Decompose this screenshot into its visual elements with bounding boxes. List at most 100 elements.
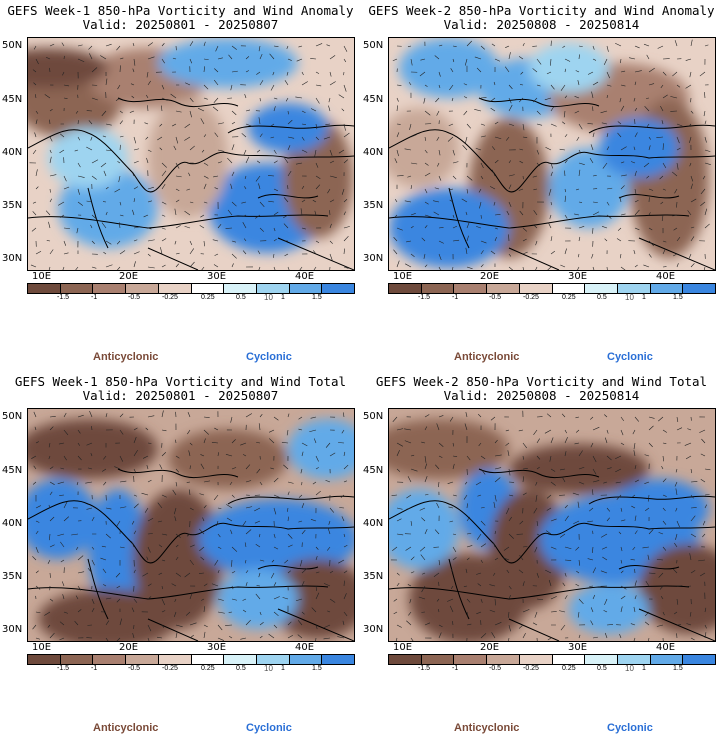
wind-arrow xyxy=(587,123,594,125)
wind-arrow xyxy=(161,97,168,101)
wind-arrow xyxy=(423,97,426,104)
wind-arrow xyxy=(256,149,261,153)
wind-arrow xyxy=(256,585,261,587)
wind-arrow xyxy=(49,174,57,177)
wind-arrow xyxy=(393,236,398,242)
wind-arrow xyxy=(301,451,304,457)
panel-title: GEFS Week-2 850-hPa Vorticity and Wind A… xyxy=(368,3,715,18)
wind-arrow xyxy=(550,58,552,66)
wind-arrow xyxy=(592,489,594,496)
vorticity-map xyxy=(388,408,716,642)
wind-arrow xyxy=(606,94,608,99)
wind-arrow xyxy=(578,169,581,177)
wind-arrow xyxy=(452,58,455,63)
wind-arrow xyxy=(410,468,418,472)
wind-arrow xyxy=(644,621,650,626)
wind-arrow xyxy=(325,123,331,125)
wind-arrow xyxy=(117,84,121,90)
lat-label: 50N xyxy=(2,40,23,51)
wind-arrow xyxy=(226,504,233,509)
lat-label: 35N xyxy=(2,200,23,211)
colorbar-segment xyxy=(519,655,553,664)
wind-arrow xyxy=(463,110,468,116)
wind-arrow xyxy=(532,68,538,73)
map-canvas xyxy=(28,38,354,270)
wind-arrow xyxy=(548,222,552,229)
wind-arrow xyxy=(259,533,261,538)
lat-label: 50N xyxy=(2,411,23,422)
wind-arrow xyxy=(61,581,65,587)
wind-arrow xyxy=(606,146,610,151)
wind-arrow xyxy=(438,559,441,566)
wind-arrow xyxy=(435,97,440,103)
wind-arrow xyxy=(259,611,262,616)
wind-arrow xyxy=(189,97,194,103)
wind-arrow xyxy=(245,56,250,60)
wind-arrow xyxy=(189,248,195,255)
wind-arrow xyxy=(578,226,585,229)
wind-arrow xyxy=(297,620,303,626)
wind-arrow xyxy=(342,412,345,418)
wind-arrow xyxy=(133,436,137,444)
wind-arrow xyxy=(578,54,580,60)
wind-arrow xyxy=(259,559,265,562)
wind-arrow xyxy=(91,240,95,244)
wind-arrow xyxy=(690,494,694,499)
wind-arrow xyxy=(329,240,333,244)
wind-arrow xyxy=(101,468,107,472)
wind-arrow xyxy=(199,546,205,552)
wind-arrow xyxy=(174,240,177,245)
wind-arrow xyxy=(700,188,706,195)
wind-arrow xyxy=(35,637,41,640)
wind-arrow xyxy=(217,533,221,538)
colorbar-tick: 1.5 xyxy=(673,665,683,672)
wind-arrow xyxy=(202,517,205,522)
wind-arrow xyxy=(438,624,443,628)
wind-arrow xyxy=(189,442,193,446)
wind-arrow xyxy=(699,429,706,433)
wind-arrow xyxy=(700,479,706,483)
wind-arrow xyxy=(410,520,413,526)
panel-title: GEFS Week-1 850-hPa Vorticity and Wind A… xyxy=(7,3,354,18)
wind-arrow xyxy=(687,428,692,431)
wind-arrow xyxy=(35,251,42,255)
wind-arrow xyxy=(329,175,337,178)
wind-arrow xyxy=(329,199,335,203)
wind-arrow xyxy=(466,123,471,129)
wind-arrow xyxy=(559,533,566,538)
wind-arrow xyxy=(175,162,180,169)
wind-arrow xyxy=(63,175,67,182)
wind-arrow xyxy=(620,84,626,87)
wind-arrow xyxy=(77,120,79,125)
wind-arrow xyxy=(564,572,567,577)
wind-arrow xyxy=(161,533,168,536)
wind-arrow xyxy=(688,123,692,127)
wind-arrow xyxy=(631,505,636,509)
wind-arrow xyxy=(203,183,207,190)
wind-arrow xyxy=(634,209,640,216)
wind-arrow xyxy=(421,572,426,575)
lon-label: 40E xyxy=(295,271,315,282)
wind-arrow xyxy=(438,227,444,229)
wind-arrow xyxy=(690,236,695,242)
wind-arrow xyxy=(518,569,524,574)
wind-arrow xyxy=(329,71,332,77)
wind-arrow xyxy=(704,607,707,613)
wind-arrow xyxy=(147,253,151,257)
wind-arrow xyxy=(449,199,454,203)
wind-arrow xyxy=(161,43,165,47)
colorbar-segment xyxy=(519,284,553,293)
wind-arrow xyxy=(648,253,652,258)
wind-arrow xyxy=(212,106,219,112)
wind-arrow xyxy=(620,546,623,552)
wind-arrow xyxy=(231,70,238,73)
wind-arrow xyxy=(231,494,235,498)
wind-arrow xyxy=(702,533,706,538)
wind-arrow xyxy=(283,464,289,470)
wind-arrow xyxy=(186,533,191,537)
wind-arrow xyxy=(133,449,138,457)
wind-arrow xyxy=(59,637,65,641)
wind-arrow xyxy=(132,68,135,73)
wind-arrow xyxy=(690,507,697,509)
wind-arrow xyxy=(273,582,277,587)
